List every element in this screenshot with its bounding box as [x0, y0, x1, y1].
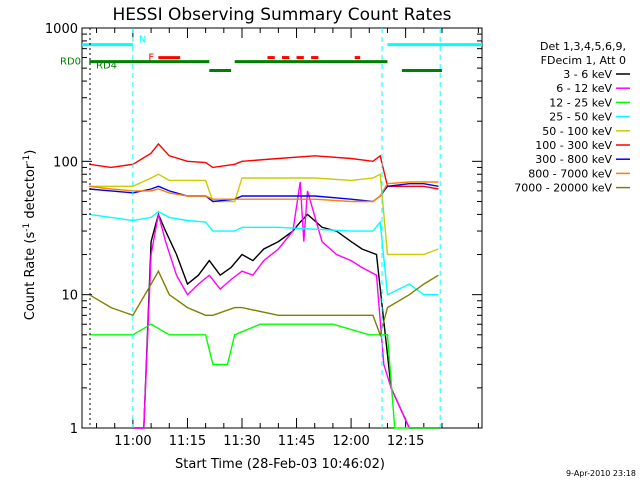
- series-line-2: [89, 323, 439, 429]
- legend-label-4: 50 - 100 keV: [542, 125, 612, 138]
- x-tick-label: 11:30: [223, 434, 260, 449]
- status-annotations: NF RD0 RD4: [60, 35, 154, 72]
- status-bars: [82, 43, 482, 73]
- y-axis-title-end: ): [23, 150, 38, 155]
- y-tick-label: 1000: [45, 22, 78, 37]
- plot-frame: [81, 27, 483, 429]
- legend-label-1: 6 - 12 keV: [556, 82, 612, 95]
- legend-label-8: 7000 - 20000 keV: [514, 182, 612, 195]
- x-tick-labels: 11:00 11:15 11:30 11:45 12:00 12:15: [114, 434, 424, 449]
- series-line-3: [89, 210, 439, 296]
- legend-label-0: 3 - 6 keV: [563, 68, 612, 81]
- series-line-7: [89, 181, 439, 203]
- y-axis-title-sup-2: -1: [22, 155, 32, 164]
- chart-title: HESSI Observing Summary Count Rates: [112, 5, 451, 25]
- annotation-rd0: RD0: [60, 57, 81, 68]
- x-tick-label: 11:45: [278, 434, 315, 449]
- legend-header-1: FDecim 1, Att 0: [541, 54, 626, 67]
- series-line-5: [89, 142, 439, 190]
- series-line-1: [132, 181, 439, 429]
- legend-header-0: Det 1,3,4,5,6,9,: [540, 40, 626, 53]
- x-axis-title: Start Time (28-Feb-03 10:46:02): [175, 457, 385, 472]
- annotation-n: N: [139, 35, 146, 46]
- annotation-rd4: RD4: [96, 61, 117, 72]
- series-line-0: [132, 212, 439, 429]
- legend-label-5: 100 - 300 keV: [535, 139, 612, 152]
- annotation-f: F: [148, 53, 154, 64]
- legend-label-6: 300 - 800 keV: [535, 153, 612, 166]
- legend-label-3: 25 - 50 keV: [549, 111, 612, 124]
- x-tick-label: 12:00: [332, 434, 369, 449]
- series-line-8: [88, 269, 439, 338]
- x-tick-label: 11:15: [169, 434, 206, 449]
- series-layer: [88, 142, 439, 429]
- series-line-6: [89, 182, 439, 203]
- y-axis-title-mid: detector: [23, 163, 38, 223]
- y-axis-title-main: Count Rate (s: [23, 232, 38, 321]
- svg-text:Count Rate (s-1 detector-1): Count Rate (s-1 detector-1): [22, 150, 38, 321]
- y-axis-title: Count Rate (s-1 detector-1): [22, 150, 38, 321]
- legend-label-7: 800 - 7000 keV: [528, 167, 612, 180]
- x-tick-label: 11:00: [114, 434, 151, 449]
- footer-timestamp: 9-Apr-2010 23:18: [566, 469, 636, 478]
- plot-area: [81, 27, 483, 429]
- guide-lines: [89, 28, 441, 428]
- y-axis-title-sup-1: -1: [22, 223, 32, 232]
- y-tick-label: 1: [70, 422, 78, 437]
- y-tick-label: 10: [61, 289, 78, 304]
- legend: Det 1,3,4,5,6,9,FDecim 1, Att 03 - 6 keV…: [514, 40, 630, 195]
- legend-label-2: 12 - 25 keV: [549, 96, 612, 109]
- y-tick-labels: 1 10 100 1000: [45, 22, 78, 437]
- series-line-4: [89, 173, 439, 256]
- x-tick-label: 12:15: [387, 434, 424, 449]
- y-tick-label: 100: [53, 155, 78, 170]
- axis-ticks: [82, 27, 482, 429]
